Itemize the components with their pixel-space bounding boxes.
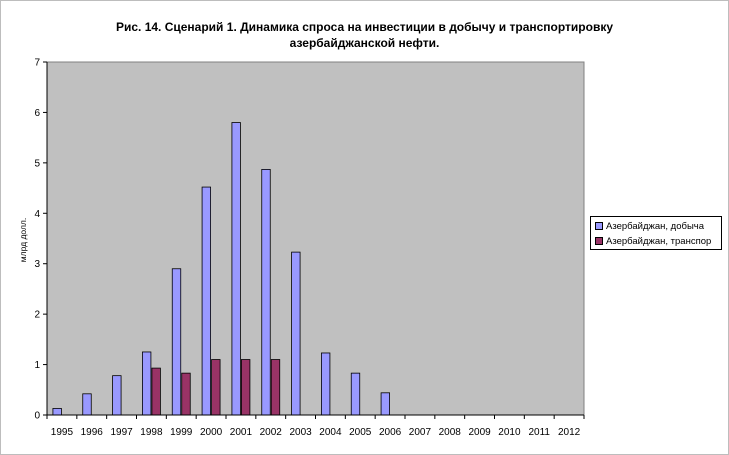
x-tick-label-2010: 2010 [498,427,521,438]
y-tick-label-1: 1 [34,360,40,371]
legend: Азербайджан, добыча Азербайджан, транспо… [590,216,722,250]
y-tick-label-7: 7 [34,58,40,69]
x-tick-label-2011: 2011 [528,427,550,438]
bar-production-2001 [231,122,241,416]
chart-title-line-2: азербайджанской нефти. [289,36,440,50]
chart-title-line-1: Рис. 14. Сценарий 1. Динамика спроса на … [115,20,614,34]
plot-area [46,61,585,416]
x-tick-label-1995: 1995 [51,427,74,438]
bar-transport-1999 [181,372,191,416]
bar-production-1997 [112,375,122,416]
bar-production-1996 [82,393,92,416]
x-tick-label-2006: 2006 [379,427,402,438]
bar-transport-1998 [151,367,161,416]
x-tick-label-2008: 2008 [439,427,462,438]
y-axis-label: млрд долл. [18,218,28,262]
x-tick-label-2005: 2005 [349,427,372,438]
chart-title: Рис. 14. Сценарий 1. Динамика спроса на … [0,19,729,51]
y-tick-label-2: 2 [34,310,40,321]
bar-transport-2002 [270,359,281,416]
x-tick-label-1998: 1998 [140,427,163,438]
y-tick-label-5: 5 [34,158,40,169]
bar-production-1995 [52,408,62,416]
bars-layer [52,122,390,416]
legend-item-production: Азербайджан, добыча [595,220,704,234]
bar-production-2002 [261,169,271,416]
y-tick-label-3: 3 [34,259,40,270]
bar-production-2005 [350,372,361,416]
x-tick-label-2012: 2012 [558,427,581,438]
x-tick-label-2002: 2002 [260,427,283,438]
legend-item-transport: Азербайджан, транспор [595,235,711,249]
legend-swatch-production [595,222,603,231]
legend-swatch-transport [595,237,603,246]
x-tick-label-1997: 1997 [110,427,133,438]
bar-production-1998 [142,351,152,416]
bar-production-2006 [380,392,390,416]
bar-production-2000 [201,186,211,416]
bar-production-2004 [321,352,331,416]
bar-production-1999 [171,268,182,416]
x-tick-label-1996: 1996 [81,427,104,438]
x-tick-label-2001: 2001 [230,427,253,438]
x-tick-label-1999: 1999 [170,427,193,438]
x-tick-label-2009: 2009 [468,427,491,438]
axes-layer: 0 1 2 3 4 5 6 7 1995 1996 1997 1998 1999 2000 2001 2002… [34,58,585,438]
x-tick-label-2000: 2000 [200,427,223,438]
legend-label-transport: Азербайджан, транспор [606,236,712,247]
x-tick-label-2007: 2007 [409,427,432,438]
bar-production-2003 [291,251,301,416]
x-tick-label-2004: 2004 [319,427,342,438]
bar-transport-2000 [211,359,221,416]
y-tick-label-6: 6 [34,108,40,119]
y-tick-label-0: 0 [34,411,40,422]
y-tick-label-4: 4 [34,209,40,220]
legend-label-production: Азербайджан, добыча [606,221,705,232]
bar-transport-2001 [241,359,251,416]
x-tick-label-2003: 2003 [289,427,312,438]
